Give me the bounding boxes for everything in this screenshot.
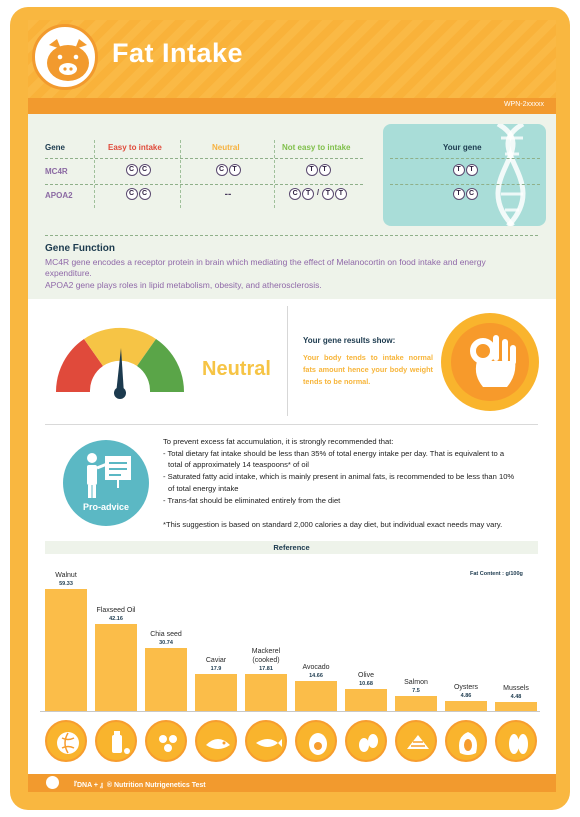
- result-gauge: [55, 327, 185, 399]
- row-divider: [390, 158, 540, 159]
- bar-value-label: 17.9: [210, 666, 222, 673]
- chart-baseline: [40, 711, 540, 712]
- bar-category-label: Oysters: [453, 683, 479, 691]
- bar-category-label: Olive: [358, 671, 374, 679]
- bar: [395, 695, 437, 711]
- header-gene: Gene: [45, 143, 66, 152]
- result-text: Your body tends to intake normal fats am…: [303, 353, 433, 386]
- bar: [495, 701, 537, 711]
- caviar-icon: [195, 720, 237, 762]
- apoa2-neutral-genotype: --: [224, 189, 232, 200]
- flaxseed-oil-icon: [95, 720, 137, 762]
- chart-unit-label: Fat Content : g/100g: [470, 571, 523, 577]
- salmon-icon: [395, 720, 437, 762]
- column-divider: [274, 140, 275, 208]
- bar-category-label: Walnut: [55, 571, 77, 579]
- gene-function-line: expenditure.: [45, 268, 92, 278]
- oysters-icon: [445, 720, 487, 762]
- row-divider: [390, 184, 540, 185]
- header-not-easy: Not easy to intake: [282, 143, 351, 152]
- footer-text: 『DNA + 』® Nutrition Nutrigenetics Test: [70, 782, 206, 789]
- header-banner: [28, 20, 556, 98]
- result-level: Neutral: [202, 358, 271, 380]
- column-divider: [180, 140, 181, 208]
- bar: [95, 624, 137, 711]
- bar-value-label: 7.5: [412, 687, 420, 694]
- header-neutral: Neutral: [212, 143, 240, 152]
- reference-header: Reference: [45, 541, 538, 554]
- section-divider: [45, 235, 538, 236]
- dna-icon: [495, 124, 526, 226]
- bar-value-label: 30.74: [159, 639, 173, 646]
- walnut-icon: [45, 720, 87, 762]
- gene-function-title: Gene Function: [45, 243, 115, 254]
- bar: [145, 647, 187, 711]
- pro-advice-icon: Pro-advice: [63, 440, 149, 526]
- bar: [245, 674, 287, 711]
- brand-logo-icon: [46, 776, 59, 789]
- divider: [45, 424, 538, 425]
- advice-line: total of approximately 14 teaspoons* of …: [168, 460, 309, 469]
- bar-value-label: 10.68: [359, 680, 373, 687]
- row-divider: [45, 158, 363, 159]
- report-id: WPN-2xxxxx: [503, 101, 544, 108]
- pro-advice-label: Pro-advice: [82, 502, 130, 512]
- avocado-icon: [295, 720, 337, 762]
- advice-line: - Trans-fat should be eliminated entirel…: [163, 496, 341, 505]
- bar-category-label: Salmon: [404, 678, 428, 686]
- page-title: Fat Intake: [112, 38, 244, 68]
- mussels-icon: [495, 720, 537, 762]
- row-divider: [45, 184, 363, 185]
- advice-footnote: *This suggestion is based on standard 2,…: [163, 520, 503, 529]
- ok-hand-icon: [441, 313, 539, 411]
- gene-function-line: APOA2 gene plays roles in lipid metaboli…: [45, 280, 322, 290]
- header-your-gene: Your gene: [443, 143, 482, 152]
- bar-category-label: (cooked): [252, 657, 280, 665]
- olive-icon: [345, 720, 387, 762]
- divider: [287, 306, 288, 416]
- report-id-bar: WPN-2xxxxx: [28, 98, 556, 114]
- bar-value-label: 4.86: [460, 692, 472, 699]
- column-divider: [94, 140, 95, 208]
- gene-name-mc4r: MC4R: [45, 167, 68, 176]
- advice-line: of total energy intake: [168, 484, 239, 493]
- bar-category-label: Mackerel: [251, 648, 281, 656]
- bar-category-label: Flaxseed Oil: [96, 607, 136, 615]
- bar-value-label: 14.66: [309, 672, 323, 679]
- bar-value-label: 42.16: [109, 616, 123, 623]
- header-easy: Easy to intake: [108, 143, 162, 152]
- chia-seed-icon: [145, 720, 187, 762]
- bar-category-label: Caviar: [205, 657, 227, 665]
- your-gene-panel: [383, 124, 546, 226]
- pig-icon: [32, 24, 98, 90]
- advice-line: - Total dietary fat intake should be les…: [163, 449, 505, 458]
- advice-line: - Saturated fatty acid intake, which is …: [163, 472, 515, 481]
- gene-name-apoa2: APOA2: [45, 191, 73, 200]
- bar-value-label: 4.48: [510, 693, 522, 700]
- mackerel-icon: [245, 720, 287, 762]
- bar: [445, 700, 487, 711]
- bar-category-label: Mussels: [503, 684, 529, 692]
- result-title: Your gene results show:: [303, 336, 396, 345]
- advice-line: To prevent excess fat accumulation, it i…: [163, 437, 394, 446]
- reference-title: Reference: [273, 543, 310, 552]
- gene-function-line: MC4R gene encodes a receptor protein in …: [45, 257, 486, 267]
- bar: [345, 688, 387, 711]
- bar: [45, 588, 87, 711]
- bar-category-label: Chia seed: [150, 630, 182, 638]
- footer-bar: [28, 774, 556, 792]
- bar: [195, 674, 237, 711]
- bar-category-label: Avocado: [302, 663, 330, 671]
- bar-value-label: 17.81: [259, 666, 273, 673]
- bar-value-label: 59.33: [59, 580, 73, 587]
- bar: [295, 680, 337, 711]
